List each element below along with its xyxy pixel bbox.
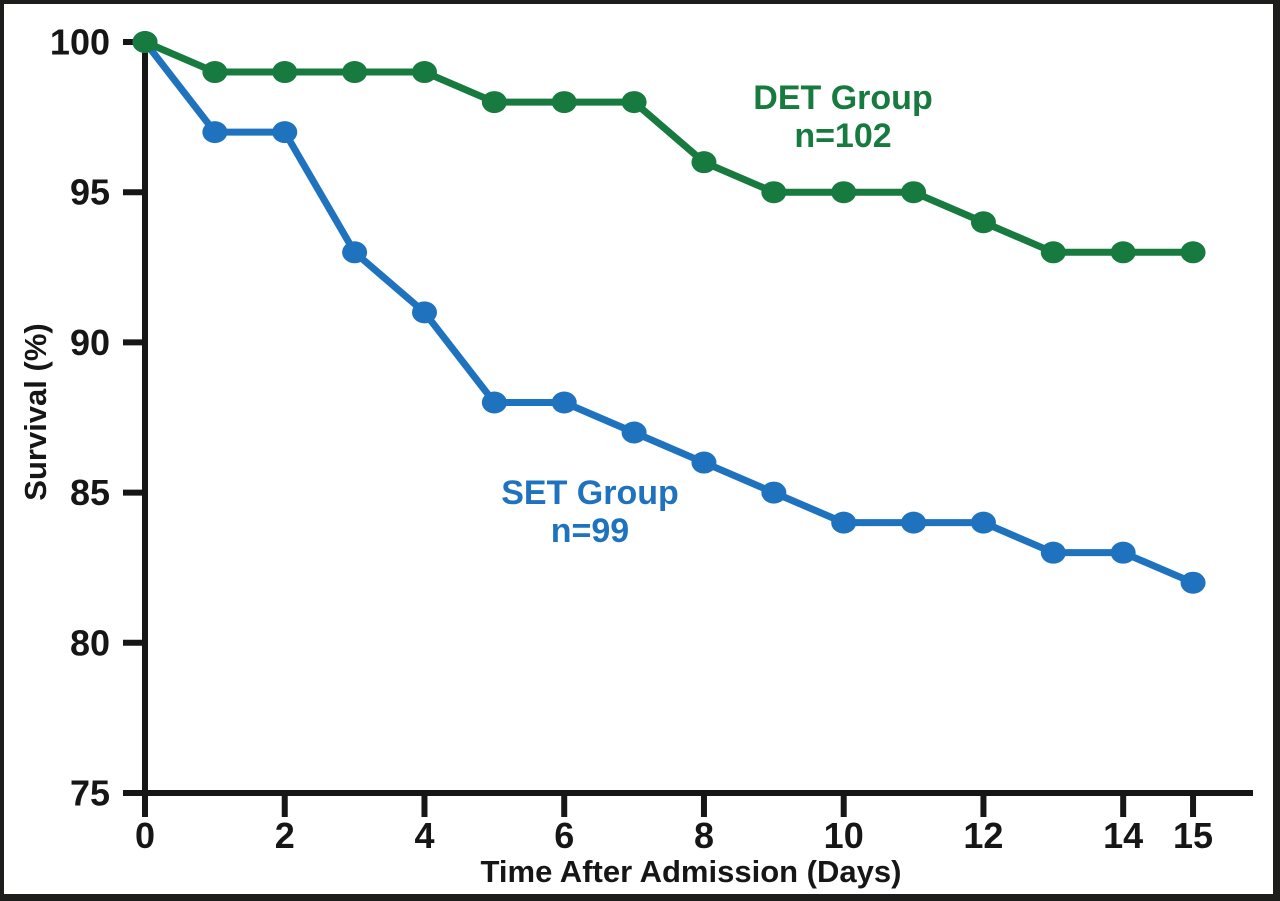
det-data-point xyxy=(272,61,298,84)
det-group-label: DET Group xyxy=(753,79,933,117)
x-tick-label: 8 xyxy=(694,815,714,856)
set-data-point xyxy=(1110,541,1136,564)
set-data-point xyxy=(761,481,787,504)
set-data-point xyxy=(831,511,857,534)
set-data-point xyxy=(621,421,647,444)
set-data-point xyxy=(1180,571,1206,594)
det-data-point xyxy=(761,181,787,204)
det-series-line xyxy=(141,38,1197,256)
det-data-point xyxy=(342,61,368,84)
det-data-point xyxy=(481,91,507,114)
det-data-point xyxy=(1180,241,1206,264)
set-data-point xyxy=(342,241,368,264)
det-data-point xyxy=(1040,241,1066,264)
y-tick-label: 95 xyxy=(70,172,110,213)
det-data-point xyxy=(202,61,228,84)
set-group-annotation: SET Group n=99 xyxy=(501,474,679,550)
set-data-point xyxy=(970,511,996,534)
set-data-point xyxy=(551,391,577,414)
set-data-point xyxy=(1040,541,1066,564)
set-data-point xyxy=(901,511,927,534)
x-tick-label: 0 xyxy=(135,815,155,856)
det-data-point xyxy=(831,181,857,204)
x-tick-label: 14 xyxy=(1103,815,1143,856)
y-tick-label: 100 xyxy=(50,22,110,63)
set-data-point xyxy=(272,121,298,144)
set-data-point xyxy=(691,451,717,474)
x-tick-label: 4 xyxy=(414,815,434,856)
x-tick-label: 10 xyxy=(824,815,864,856)
set-data-point xyxy=(202,121,228,144)
y-axis-title: Survival (%) xyxy=(18,323,53,501)
det-data-point xyxy=(970,211,996,234)
y-tick-label: 80 xyxy=(70,622,110,663)
y-tick-label: 90 xyxy=(70,322,110,363)
det-data-point xyxy=(621,91,647,114)
det-data-point xyxy=(691,151,717,174)
set-series-line xyxy=(141,38,1197,587)
det-data-point xyxy=(1110,241,1136,264)
x-axis-title: Time After Admission (Days) xyxy=(480,854,902,889)
det-group-annotation: DET Group n=102 xyxy=(753,79,932,155)
x-tick-label: 6 xyxy=(554,815,574,856)
det-data-point xyxy=(551,91,577,114)
x-tick-label: 12 xyxy=(963,815,1003,856)
set-group-count: n=99 xyxy=(550,512,630,550)
det-group-count: n=102 xyxy=(794,117,892,155)
x-tick-label: 2 xyxy=(275,815,295,856)
set-data-point xyxy=(481,391,507,414)
y-tick-label: 75 xyxy=(70,773,110,814)
x-tick-label: 15 xyxy=(1173,815,1213,856)
set-data-point xyxy=(411,301,437,324)
det-data-point xyxy=(901,181,927,204)
det-data-point xyxy=(132,31,158,53)
y-tick-label: 85 xyxy=(70,472,110,513)
det-data-point xyxy=(411,61,437,84)
set-group-label: SET Group xyxy=(501,474,679,512)
